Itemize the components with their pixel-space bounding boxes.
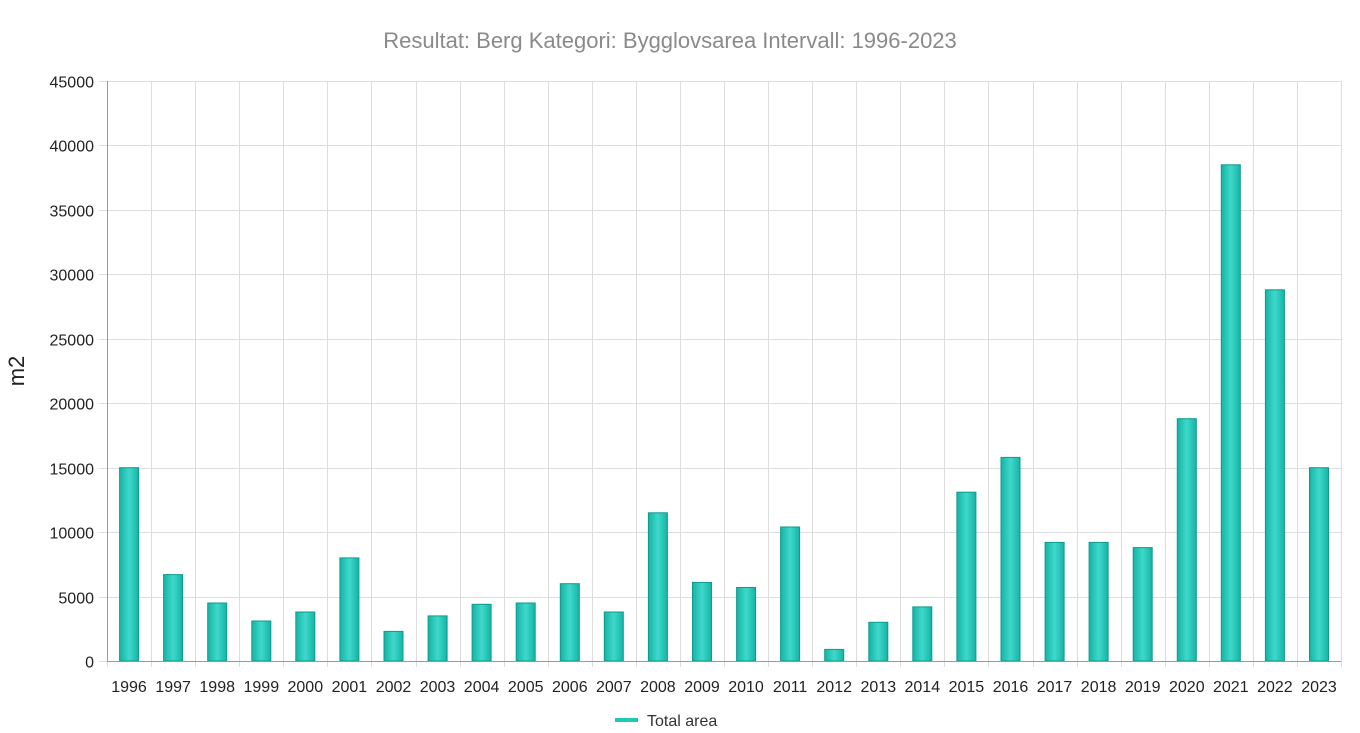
x-tick-label: 2016 [993, 679, 1029, 696]
y-axis-label: m2 [4, 356, 29, 387]
bar-2009[interactable] [692, 581, 712, 662]
x-tick-label: 2000 [288, 679, 324, 696]
bar-2014[interactable] [912, 606, 933, 662]
axes [107, 81, 1341, 662]
bar-2005[interactable] [515, 602, 536, 662]
x-tick-label: 1997 [155, 679, 191, 696]
legend-label-total-area: Total area [647, 713, 717, 730]
x-tick-label: 2006 [552, 679, 588, 696]
bar-2007[interactable] [603, 611, 624, 662]
tick-labels: 0 5000 10000 15000 20000 25000 30000 35000 40000… [50, 75, 1337, 697]
bar-1996[interactable] [119, 467, 140, 662]
bar-1998[interactable] [207, 602, 228, 662]
x-tick-label: 2017 [1037, 679, 1073, 696]
x-tick-label: 2018 [1081, 679, 1117, 696]
y-tick-label: 45000 [50, 75, 95, 92]
x-tick-label: 2023 [1301, 679, 1337, 696]
bar-2011[interactable] [780, 526, 801, 662]
x-tick-label: 2009 [684, 679, 720, 696]
bar-2019[interactable] [1132, 547, 1153, 662]
x-tick-label: 2015 [949, 679, 985, 696]
x-tick-label: 2010 [728, 679, 764, 696]
bar-2018[interactable] [1088, 541, 1109, 662]
bars [119, 164, 1329, 662]
bar-2003[interactable] [427, 615, 448, 662]
y-tick-label: 20000 [50, 397, 95, 414]
x-tick-label: 1998 [199, 679, 235, 696]
bar-2022[interactable] [1264, 289, 1285, 662]
bar-2013[interactable] [868, 621, 889, 662]
y-tick-label: 10000 [50, 526, 95, 543]
y-tick-label: 25000 [50, 333, 95, 350]
bar-2001[interactable] [339, 557, 360, 662]
x-tick-label: 2022 [1257, 679, 1293, 696]
bar-2000[interactable] [295, 611, 316, 662]
bar-2020[interactable] [1176, 418, 1197, 662]
bar-2021[interactable] [1220, 164, 1241, 662]
bar-2002[interactable] [383, 630, 404, 662]
bar-2008[interactable] [647, 512, 668, 662]
bar-1997[interactable] [163, 574, 184, 662]
x-tick-label: 1999 [244, 679, 280, 696]
bar-2010[interactable] [736, 587, 757, 662]
x-tick-label: 2002 [376, 679, 412, 696]
x-tick-label: 2005 [508, 679, 544, 696]
x-tick-label: 2013 [861, 679, 897, 696]
y-tick-label: 35000 [50, 204, 95, 221]
gridlines [99, 81, 1342, 667]
y-tick-label: 15000 [50, 462, 95, 479]
chart-title: Resultat: Berg Kategori: Bygglovsarea In… [383, 28, 957, 53]
x-tick-label: 2011 [773, 679, 808, 696]
y-tick-label: 30000 [50, 268, 95, 285]
legend[interactable]: Total area [615, 713, 717, 730]
x-tick-label: 2012 [816, 679, 852, 696]
bar-2016[interactable] [1000, 456, 1021, 662]
x-tick-label: 2014 [905, 679, 941, 696]
bar-2023[interactable] [1309, 467, 1329, 662]
bar-2004[interactable] [471, 603, 492, 662]
x-tick-label: 1996 [111, 679, 147, 696]
bar-2017[interactable] [1044, 541, 1065, 662]
x-tick-label: 2004 [464, 679, 500, 696]
x-tick-label: 2003 [420, 679, 456, 696]
y-tick-label: 40000 [50, 139, 95, 156]
x-tick-label: 2001 [332, 679, 368, 696]
x-tick-label: 2008 [640, 679, 676, 696]
x-tick-label: 2021 [1213, 679, 1249, 696]
bar-2006[interactable] [559, 583, 580, 662]
x-tick-label: 2019 [1125, 679, 1161, 696]
x-tick-label: 2020 [1169, 679, 1205, 696]
x-tick-label: 2007 [596, 679, 632, 696]
bar-2012[interactable] [824, 648, 845, 662]
y-tick-label: 0 [85, 655, 94, 672]
y-tick-label: 5000 [58, 591, 94, 608]
bar-2015[interactable] [956, 491, 977, 662]
bar-1999[interactable] [251, 620, 272, 662]
